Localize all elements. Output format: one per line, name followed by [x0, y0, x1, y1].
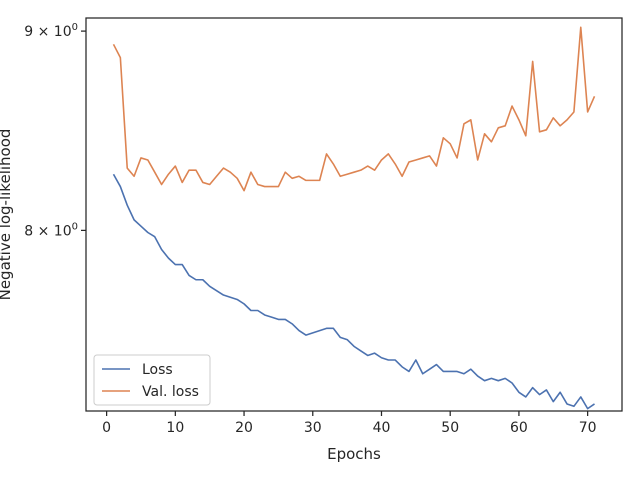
axes-frame: [85, 17, 623, 412]
x-tick-label: 60: [510, 420, 528, 436]
plot-area: [85, 17, 623, 412]
legend-box: [93, 354, 211, 406]
x-tick-label: 0: [102, 420, 111, 436]
legend-label: Val. loss: [142, 384, 199, 400]
series-line-val-loss: [112, 26, 596, 192]
legend: Loss Val. loss: [93, 354, 211, 406]
y-tick-label: 9 × 100: [24, 22, 78, 40]
x-tick-label: 40: [373, 420, 391, 436]
y-axis-label: Negative log-likelihood: [0, 129, 14, 301]
y-tick-label: 8 × 100: [24, 221, 78, 239]
x-tick-label: 70: [579, 420, 597, 436]
series-layer: [112, 26, 596, 410]
x-tick-label: 50: [441, 420, 459, 436]
legend-label: Loss: [142, 362, 173, 378]
series-line-loss: [112, 173, 595, 410]
x-axis-label: Epochs: [327, 445, 381, 463]
x-tick-label: 20: [235, 420, 253, 436]
x-tick-label: 10: [166, 420, 184, 436]
y-axis: 8 × 100 9 × 100: [24, 22, 86, 239]
x-tick-label: 30: [304, 420, 322, 436]
x-axis: 0 10 20 30 40 50 60 70: [102, 411, 597, 436]
